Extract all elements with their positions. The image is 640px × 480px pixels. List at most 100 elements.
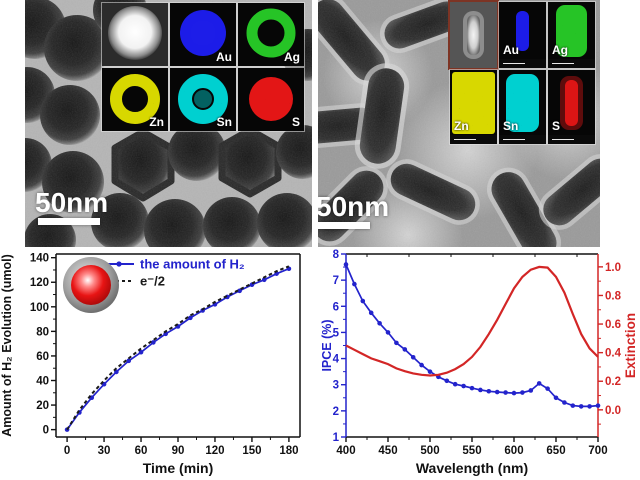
svg-text:6: 6 bbox=[333, 301, 339, 313]
y2-axis-label: Extinction bbox=[623, 313, 638, 378]
Extinction-line bbox=[345, 265, 599, 377]
x-axis-label: Wavelength (nm) bbox=[416, 460, 528, 476]
inset-tile-au-rod: Au bbox=[498, 1, 547, 69]
inset-tile-haadf-rod bbox=[448, 0, 499, 70]
axes: 400 450 500 550 600 650 700 1 2 3 4 5 6 7 8 0.0 0.2 0.4 0.… bbox=[333, 249, 622, 457]
svg-text:1: 1 bbox=[333, 432, 340, 444]
inset-tile-ag: Ag bbox=[237, 2, 305, 67]
svg-text:140: 140 bbox=[30, 253, 49, 265]
inset-label-sn: Sn bbox=[216, 115, 232, 129]
svg-text:700: 700 bbox=[588, 445, 607, 457]
svg-text:60: 60 bbox=[36, 351, 49, 363]
scale-bar-label: 50nm bbox=[35, 187, 109, 218]
svg-text:7: 7 bbox=[333, 275, 339, 287]
scale-bar-line bbox=[318, 222, 370, 229]
scale-bar-line bbox=[38, 218, 100, 225]
inset-tile-haadf bbox=[101, 2, 169, 67]
svg-text:150: 150 bbox=[242, 445, 261, 457]
scale-bar-label: 50nm bbox=[318, 191, 390, 222]
inset-label-zn: Zn bbox=[454, 119, 469, 133]
legend: the amount of H₂ e⁻/2 bbox=[104, 257, 245, 289]
eds-map-inset-spheres: Au Ag Zn Sn bbox=[101, 2, 305, 132]
y-axis-label: IPCE (%) bbox=[320, 319, 334, 371]
inset-scalebar bbox=[450, 135, 497, 144]
svg-text:0.8: 0.8 bbox=[605, 290, 622, 302]
inset-scalebar bbox=[499, 135, 546, 144]
inset-label-s: S bbox=[552, 119, 561, 133]
svg-text:40: 40 bbox=[36, 376, 49, 388]
tem-image-nanorods: Au Ag Zn Sn bbox=[318, 0, 600, 248]
s-element-map-rod bbox=[560, 76, 583, 130]
inset-label-sn: Sn bbox=[503, 119, 519, 133]
ipce-extinction-chart-panel: 400 450 500 550 600 650 700 1 2 3 4 5 6 7 8 0.0 0.2 0.4 0.… bbox=[320, 247, 640, 480]
svg-text:500: 500 bbox=[420, 445, 439, 457]
inset-label-zn: Zn bbox=[149, 115, 164, 129]
h2-evolution-chart: 0 30 60 90 120 150 180 0 20 40 60 80 100 120 140 Time (… bbox=[0, 253, 301, 476]
inset-tile-ag-rod: Ag bbox=[547, 1, 596, 69]
svg-text:80: 80 bbox=[36, 326, 49, 338]
inset-tile-s: S bbox=[237, 67, 305, 132]
svg-text:120: 120 bbox=[30, 277, 49, 289]
haadf-sphere-image bbox=[102, 3, 168, 66]
svg-text:100: 100 bbox=[30, 302, 49, 314]
svg-text:0.6: 0.6 bbox=[605, 319, 621, 331]
inset-scalebar bbox=[548, 135, 595, 144]
inset-label-au: Au bbox=[216, 50, 232, 64]
inset-tile-sn-rod: Sn bbox=[498, 69, 547, 145]
svg-text:60: 60 bbox=[135, 445, 148, 457]
svg-text:the amount of H₂: the amount of H₂ bbox=[140, 257, 245, 272]
inset-scalebar bbox=[499, 59, 546, 68]
inset-scalebar bbox=[548, 59, 595, 68]
ag-element-map-rod bbox=[556, 5, 587, 57]
au-element-map-rod bbox=[516, 11, 529, 51]
svg-text:30: 30 bbox=[98, 445, 111, 457]
svg-text:0.0: 0.0 bbox=[605, 405, 621, 417]
inset-tile-zn-rod: Zn bbox=[449, 69, 498, 145]
svg-text:120: 120 bbox=[205, 445, 224, 457]
svg-text:550: 550 bbox=[462, 445, 481, 457]
svg-text:3: 3 bbox=[333, 380, 339, 392]
au-element-map bbox=[180, 10, 226, 56]
inset-label-ag: Ag bbox=[552, 43, 568, 57]
zn-element-map-rod bbox=[452, 72, 495, 134]
svg-text:4: 4 bbox=[333, 354, 340, 366]
scale-bar: 50nm bbox=[318, 191, 390, 229]
svg-text:2: 2 bbox=[333, 406, 339, 418]
svg-text:600: 600 bbox=[504, 445, 523, 457]
sn-element-map-rod bbox=[506, 74, 539, 132]
svg-text:400: 400 bbox=[336, 445, 355, 457]
svg-text:0: 0 bbox=[64, 445, 70, 457]
ipce-extinction-chart: 400 450 500 550 600 650 700 1 2 3 4 5 6 7 8 0.0 0.2 0.4 0.… bbox=[320, 249, 638, 476]
svg-text:1.0: 1.0 bbox=[605, 262, 621, 274]
x-axis-label: Time (min) bbox=[143, 460, 214, 476]
haadf-rod-image bbox=[450, 2, 497, 68]
svg-text:90: 90 bbox=[172, 445, 185, 457]
s-element-map bbox=[249, 77, 293, 121]
inset-tile-s-rod: S bbox=[547, 69, 596, 145]
svg-text:20: 20 bbox=[36, 400, 49, 412]
inset-label-ag: Ag bbox=[284, 50, 300, 64]
axes: 0 30 60 90 120 150 180 0 20 40 60 80 100 120 140 bbox=[30, 253, 301, 457]
svg-text:0.4: 0.4 bbox=[605, 348, 622, 360]
svg-text:450: 450 bbox=[378, 445, 397, 457]
inset-tile-sn: Sn bbox=[169, 67, 237, 132]
svg-text:5: 5 bbox=[333, 327, 340, 339]
h2-evolution-chart-panel: 0 30 60 90 120 150 180 0 20 40 60 80 100 120 140 Time (… bbox=[0, 247, 320, 480]
svg-text:650: 650 bbox=[546, 445, 565, 457]
inset-label-s: S bbox=[291, 115, 300, 129]
y-axis-label: Amount of H₂ Evolution (umol) bbox=[0, 254, 14, 437]
zn-element-map bbox=[110, 74, 160, 124]
svg-text:180: 180 bbox=[279, 445, 298, 457]
sn-element-map bbox=[178, 74, 228, 124]
core-shell-particle-icon bbox=[63, 257, 119, 313]
ag-element-map bbox=[246, 8, 296, 58]
scale-bar: 50nm bbox=[35, 187, 109, 225]
svg-text:e⁻/2: e⁻/2 bbox=[140, 274, 165, 289]
tem-image-nanospheres: Au Ag Zn Sn bbox=[25, 0, 312, 248]
eds-map-inset-rods: Au Ag Zn Sn bbox=[448, 0, 596, 145]
inset-tile-zn: Zn bbox=[101, 67, 169, 132]
inset-label-au: Au bbox=[503, 43, 519, 57]
svg-text:8: 8 bbox=[333, 249, 340, 261]
inset-tile-au: Au bbox=[169, 2, 237, 67]
